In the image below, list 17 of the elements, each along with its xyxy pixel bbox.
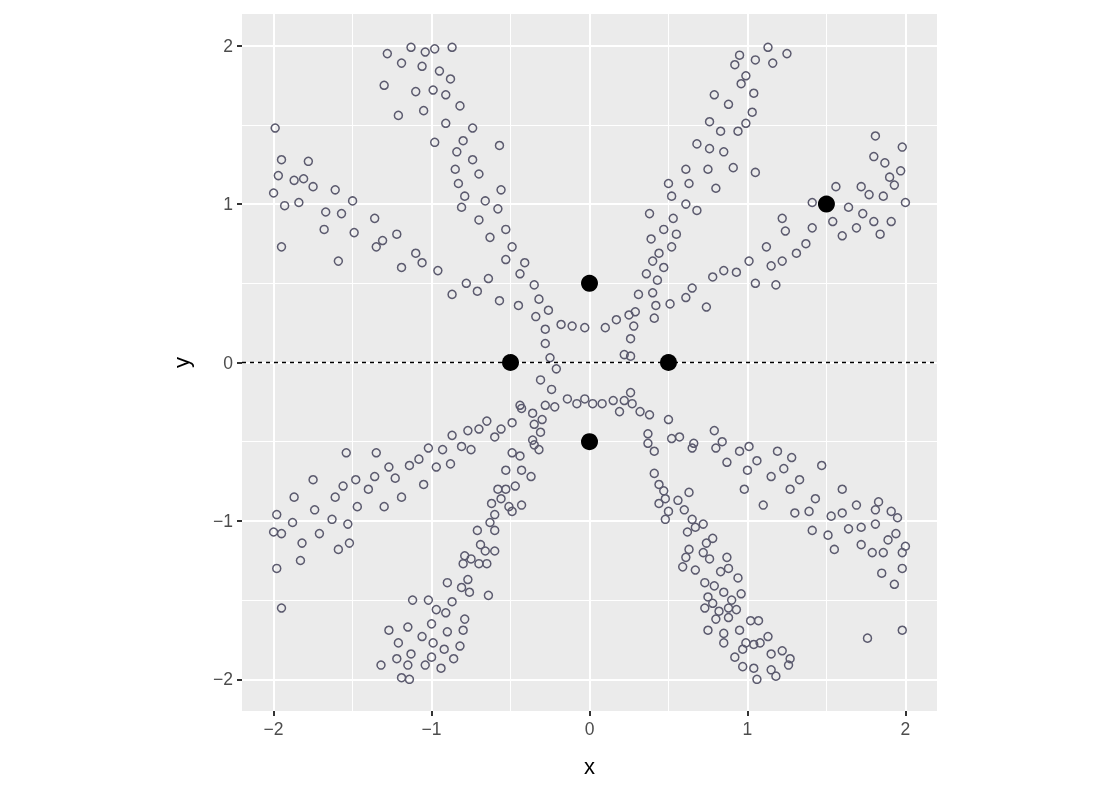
x-tick-label: 0	[584, 719, 595, 739]
x-tick-label: 2	[900, 719, 911, 739]
x-axis-title: x	[584, 753, 595, 779]
y-tick-label: 1	[223, 194, 233, 215]
x-tick-label: −2	[263, 719, 284, 739]
y-axis-title: y	[168, 357, 194, 368]
point	[581, 433, 598, 451]
point	[581, 274, 598, 292]
y-tick-label: −1	[213, 510, 233, 531]
x-tick-label: −1	[421, 719, 442, 739]
point	[502, 354, 520, 371]
y-tick-label: 2	[223, 35, 233, 56]
y-tick-label: 0	[223, 352, 234, 373]
x-tick-label: 1	[742, 719, 753, 739]
point	[659, 354, 677, 371]
y-tick-label: −2	[213, 669, 233, 690]
point	[817, 195, 835, 213]
